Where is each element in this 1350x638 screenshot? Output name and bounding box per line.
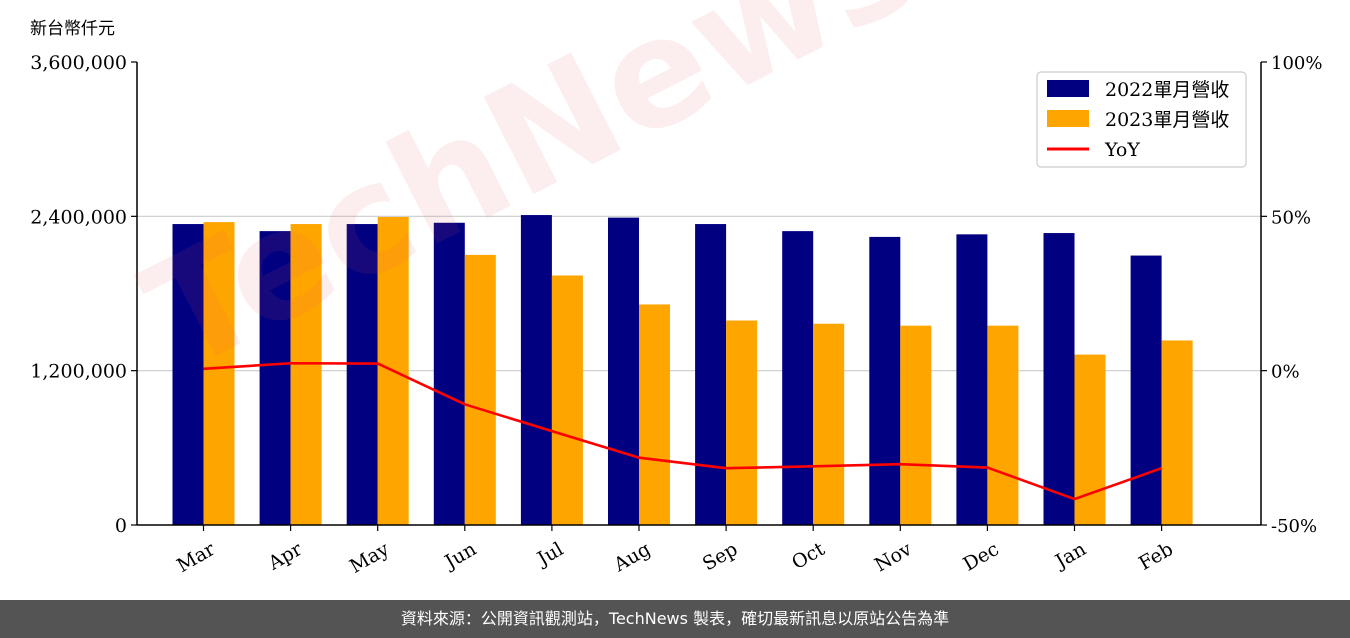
x-tick-label-apr: Apr bbox=[264, 538, 307, 575]
bar-2022-may bbox=[346, 224, 378, 526]
bar-2023-sep bbox=[726, 320, 758, 525]
x-tick-label-dec: Dec bbox=[960, 538, 1003, 576]
right-tick-label: -50% bbox=[1271, 516, 1317, 537]
left-tick-label: 1,200,000 bbox=[30, 361, 127, 383]
bar-2022-mar bbox=[172, 224, 204, 526]
yoy-line-layer bbox=[203, 361, 1163, 501]
legend-label-yoy: YoY bbox=[1104, 139, 1140, 161]
bar-2023-jun bbox=[464, 254, 496, 525]
x-tick-label-jul: Jul bbox=[532, 538, 567, 571]
x-tick-label-nov: Nov bbox=[871, 538, 916, 577]
bar-line-chart: 0 1,200,000 2,400,000 3,600,000 -50% 0% 50% 100… bbox=[30, 52, 1322, 578]
bar-2022-nov bbox=[869, 236, 901, 525]
right-tick-label: 100% bbox=[1271, 53, 1322, 74]
bar-2023-feb bbox=[1161, 340, 1193, 525]
left-tick-label: 2,400,000 bbox=[30, 206, 127, 228]
legend-swatch-2022 bbox=[1047, 80, 1089, 97]
bar-2023-jul bbox=[551, 275, 583, 525]
legend-label-2022: 2022單月營收 bbox=[1105, 79, 1229, 101]
bar-2023-nov bbox=[900, 325, 932, 525]
bars-layer bbox=[172, 215, 1193, 526]
bar-2022-apr bbox=[259, 231, 291, 526]
yoy-line bbox=[203, 361, 1163, 501]
right-tick-label: 50% bbox=[1271, 207, 1311, 228]
bar-2022-sep bbox=[695, 224, 727, 526]
axes-layer bbox=[136, 62, 1262, 526]
x-tick-label-may: May bbox=[346, 538, 393, 578]
left-tick-label: 3,600,000 bbox=[30, 52, 127, 74]
bar-2022-jan bbox=[1043, 233, 1075, 525]
x-tick-label-oct: Oct bbox=[788, 538, 829, 574]
bar-2022-feb bbox=[1130, 255, 1162, 525]
x-tick-label-aug: Aug bbox=[609, 538, 654, 577]
bar-2023-dec bbox=[987, 325, 1019, 525]
bar-2022-aug bbox=[608, 217, 639, 525]
source-footer: 資料來源：公開資訊觀測站，TechNews 製表，確切最新訊息以原站公告為準 bbox=[0, 600, 1350, 638]
chart-area: 0 1,200,000 2,400,000 3,600,000 -50% 0% 50% 100… bbox=[30, 52, 1322, 578]
bar-2022-oct bbox=[782, 231, 814, 526]
bar-2022-dec bbox=[956, 234, 988, 526]
bar-2022-jun bbox=[433, 222, 465, 525]
x-tick-label-jun: Jun bbox=[440, 538, 481, 574]
bar-2023-apr bbox=[290, 224, 322, 526]
right-tick-label: 0% bbox=[1271, 362, 1300, 383]
x-tick-label-mar: Mar bbox=[173, 538, 219, 577]
bar-2023-oct bbox=[813, 323, 845, 525]
x-tick-label-sep: Sep bbox=[699, 538, 742, 575]
legend-swatch-2023 bbox=[1047, 110, 1089, 127]
bar-2023-aug bbox=[639, 304, 670, 525]
x-tick-label-jan: Jan bbox=[1050, 538, 1090, 574]
footer-text: 資料來源：公開資訊觀測站，TechNews 製表，確切最新訊息以原站公告為準 bbox=[400, 609, 950, 628]
x-tick-label-feb: Feb bbox=[1135, 538, 1177, 575]
legend-label-2023: 2023單月營收 bbox=[1105, 109, 1229, 131]
bar-2023-jan bbox=[1074, 354, 1106, 525]
y-axis-unit-label: 新台幣仟元 bbox=[30, 19, 115, 39]
bar-2023-mar bbox=[203, 222, 235, 525]
left-tick-label: 0 bbox=[115, 515, 127, 537]
legend-box bbox=[1036, 71, 1247, 168]
bar-2022-jul bbox=[520, 215, 552, 525]
legend: 2022單月營收 2023單月營收 YoY bbox=[1036, 71, 1247, 168]
